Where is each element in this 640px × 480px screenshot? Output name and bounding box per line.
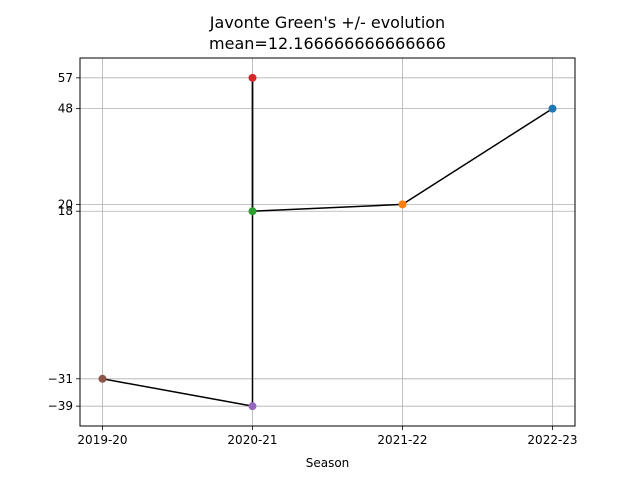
y-tick-label: −31 xyxy=(48,372,73,386)
x-tick-label: 2020-21 xyxy=(227,433,277,447)
series-points xyxy=(98,73,557,411)
data-point xyxy=(248,73,257,82)
series-line xyxy=(102,77,553,407)
y-tick-label: 57 xyxy=(58,71,73,85)
x-axis-label: Season xyxy=(306,456,350,470)
data-point xyxy=(248,402,257,411)
data-point xyxy=(248,207,257,216)
y-tick-label: 18 xyxy=(58,204,73,218)
line-segment xyxy=(252,203,403,212)
data-point xyxy=(98,374,107,383)
y-tick-label: 20 xyxy=(58,197,73,211)
line-segment xyxy=(402,107,553,206)
chart-subtitle: mean=12.166666666666666 xyxy=(209,34,446,53)
line-segment xyxy=(102,378,253,407)
grid xyxy=(80,58,575,426)
chart-title: Javonte Green's +/- evolution xyxy=(209,13,445,32)
y-tick-label: −39 xyxy=(48,399,73,413)
x-axis: 2019-20 2020-21 2021-22 2022-23 xyxy=(77,426,578,447)
y-tick-label: 48 xyxy=(58,102,73,116)
x-tick-label: 2019-20 xyxy=(77,433,127,447)
x-tick-label: 2021-22 xyxy=(377,433,427,447)
plot-frame xyxy=(79,57,576,427)
data-point xyxy=(548,104,557,113)
data-point xyxy=(398,200,407,209)
x-tick-label: 2022-23 xyxy=(527,433,577,447)
